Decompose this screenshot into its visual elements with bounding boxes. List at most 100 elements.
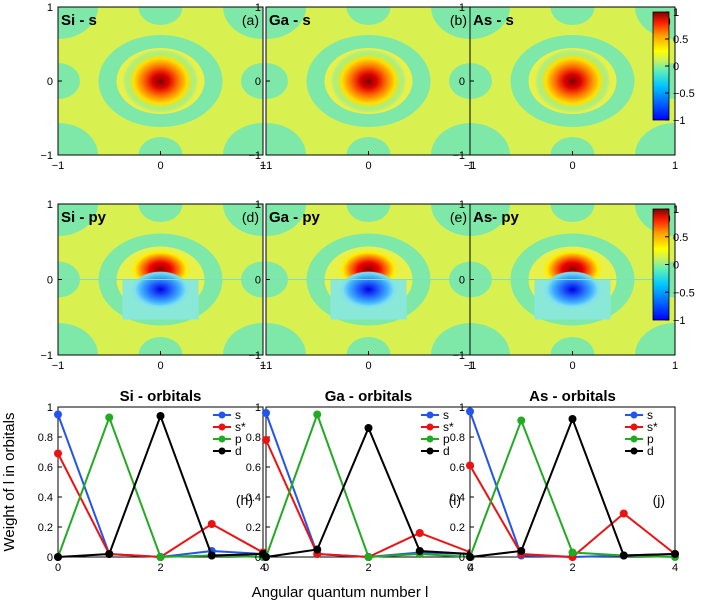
colorbar-tick-label: 0.5 <box>673 34 688 46</box>
y-tick-label: 0.8 <box>246 432 261 444</box>
y-tick-label: 0.4 <box>450 492 465 504</box>
y-tick-label: 0 <box>255 275 261 287</box>
heatmap-panel-ga-s: −1 0 1 1 0 −1 Ga - s (b) <box>248 2 474 172</box>
data-point-d <box>466 553 474 561</box>
heatmap-edge-lobe <box>550 7 595 25</box>
legend-marker <box>426 411 434 419</box>
x-tick-label: −1 <box>52 360 65 372</box>
colorbar-tick-label: −1 <box>673 315 686 327</box>
x-tick-label: 2 <box>569 562 575 574</box>
legend-marker <box>630 423 638 431</box>
y-tick-label: 0 <box>47 76 53 88</box>
legend-entry: s <box>647 408 653 422</box>
legend-marker <box>218 447 226 455</box>
heatmap-edge-lobe <box>138 337 183 355</box>
x-tick-label: 1 <box>672 360 678 372</box>
x-tick-label: 1 <box>260 360 266 372</box>
orbital-s-lobe <box>330 49 407 113</box>
data-point-s_star <box>466 461 474 470</box>
data-point-d <box>156 412 165 420</box>
legend-entry: p <box>647 432 654 446</box>
heatmap-edge-lobe <box>138 204 183 222</box>
data-point-d <box>517 547 526 555</box>
heatmap-edge-lobe <box>346 7 391 25</box>
line-panel-2: Ga - orbitals 0 2 4 1 0.8 0.6 0.4 0.2 0 ss*pd (i) <box>246 388 475 574</box>
data-point-d <box>54 553 62 561</box>
legend-marker <box>218 435 226 443</box>
heatmap-corner-lobe <box>431 123 471 155</box>
colorbar-tick-label: −0.5 <box>673 287 695 299</box>
legend-marker <box>218 411 226 419</box>
data-point-s_star <box>54 449 62 458</box>
data-point-d <box>313 545 322 554</box>
legend-marker <box>630 411 638 419</box>
heatmap-field <box>470 204 675 355</box>
panel-letter: (j) <box>653 492 665 508</box>
heatmap-edge-lobe <box>346 204 391 222</box>
data-point-d <box>671 550 679 558</box>
x-tick-label: 0 <box>157 160 163 172</box>
panel-label: Ga - py <box>269 209 321 226</box>
x-tick-label: 2 <box>157 562 163 574</box>
legend-entry: d <box>443 444 450 458</box>
y-tick-label: 1 <box>47 402 53 414</box>
x-tick-label: 4 <box>468 562 474 574</box>
heatmap-panel-ga-py: −1 0 1 1 0 −1 Ga - py (e) <box>248 199 474 372</box>
heatmap-edge-lobe <box>241 63 263 99</box>
data-point-p <box>568 548 577 557</box>
y-tick-label: 1 <box>255 402 261 414</box>
data-point-s_star <box>207 520 216 528</box>
y-tick-label: −1 <box>40 150 53 162</box>
x-tick-label: −1 <box>464 360 477 372</box>
x-tick-label: 0 <box>365 360 371 372</box>
panel-label: Si - s <box>61 12 97 29</box>
data-point-d <box>568 415 577 423</box>
heatmap-edge-lobe <box>449 63 471 99</box>
x-tick-label: −1 <box>260 160 273 172</box>
heatmap-edge-lobe <box>346 337 391 355</box>
data-point-p <box>313 410 322 419</box>
y-tick-label: 1 <box>459 402 465 414</box>
heatmap-corner-lobe <box>223 7 263 39</box>
heatmap-panel-si-s: −1 0 1 1 0 −1 Si - s (a) <box>40 2 266 172</box>
x-tick-label: 2 <box>365 562 371 574</box>
x-axis-label: Angular quantum number l <box>252 584 429 601</box>
panel-letter: (a) <box>242 12 259 28</box>
heatmap-corner-lobe <box>58 323 98 355</box>
heatmap-corner-lobe <box>470 7 510 39</box>
panel-label: Si - py <box>61 209 107 226</box>
legend-entry: s <box>235 408 241 422</box>
y-tick-label: 1 <box>459 199 465 211</box>
y-tick-label: 0 <box>459 275 465 287</box>
heatmap-corner-lobe <box>266 7 306 39</box>
legend-marker <box>630 447 638 455</box>
legend-entry: d <box>235 444 242 458</box>
panel-label: Ga - s <box>269 12 311 29</box>
heatmap-corner-lobe <box>58 7 98 39</box>
heatmap-corner-lobe <box>470 123 510 155</box>
colorbar-tick-label: −0.5 <box>673 88 695 100</box>
x-tick-label: 1 <box>672 160 678 172</box>
heatmap-edge-lobe <box>138 137 183 155</box>
y-tick-label: 0 <box>255 552 261 564</box>
x-tick-label: 1 <box>468 360 474 372</box>
colorbar-tick-label: 1 <box>673 204 679 216</box>
line-panel-1: Si - orbitals 0 2 4 1 0.8 0.6 0.4 0.2 0 ss*pd (h) <box>38 388 267 574</box>
orbital-negative-lobe <box>542 271 603 312</box>
y-tick-label: 0 <box>255 76 261 88</box>
y-tick-label: 0.2 <box>246 522 261 534</box>
data-point-d <box>105 550 114 558</box>
y-axis-label: Weight of l in orbitals <box>1 413 18 552</box>
heatmap-field <box>58 204 263 355</box>
x-tick-label: 0 <box>365 160 371 172</box>
legend-marker <box>630 435 638 443</box>
x-tick-label: 0 <box>569 360 575 372</box>
data-point-p <box>517 416 526 425</box>
colorbar-tick-label: 1 <box>673 7 679 19</box>
x-tick-label: 1 <box>260 160 266 172</box>
heatmap-edge-lobe <box>138 7 183 25</box>
heatmap-corner-lobe <box>58 204 98 236</box>
data-point-d <box>262 553 270 561</box>
